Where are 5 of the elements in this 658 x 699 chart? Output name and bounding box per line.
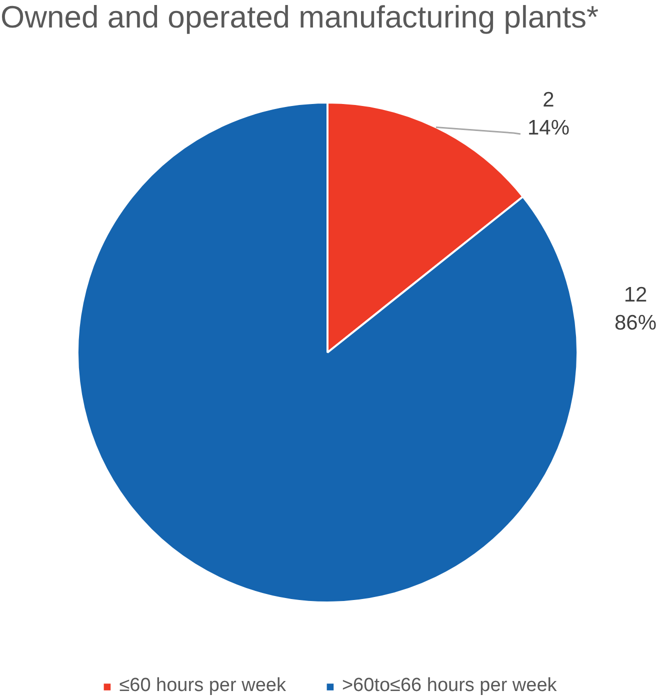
legend-label: ≤60 hours per week — [119, 675, 286, 697]
data-label: 12 86% — [614, 284, 657, 334]
data-label: 2 14% — [527, 88, 570, 140]
legend-label: >60to≤66 hours per week — [342, 675, 557, 697]
chart-title: Owned and operated manufacturing plants* — [0, 0, 599, 34]
